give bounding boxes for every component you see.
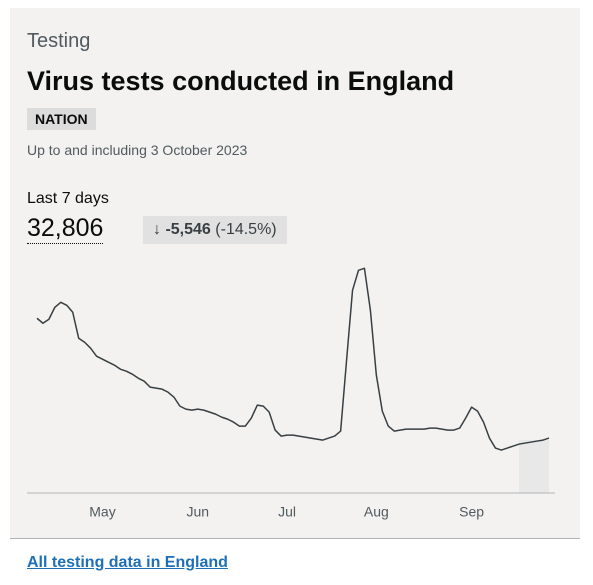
down-arrow: ↓ (153, 221, 161, 238)
area-tag: NATION (27, 108, 96, 130)
link[interactable]: All testing data in England (27, 554, 228, 571)
data-line (36, 267, 550, 451)
headline-value: 32,806 (27, 214, 104, 244)
x-tick-label: Jun (186, 504, 209, 520)
x-tick-label: Sep (459, 504, 484, 520)
x-tick-label: Aug (364, 504, 389, 520)
separator (10, 538, 580, 539)
card (10, 8, 580, 538)
incomplete-data-shade (519, 440, 549, 493)
card-title: Virus tests conducted in England (27, 66, 455, 96)
caption: Testing (27, 30, 91, 52)
subtitle: Up to and including 3 October 2023 (27, 142, 248, 158)
change-percent: (-14.5%) (215, 221, 277, 238)
headline-label: Last 7 days (27, 190, 109, 207)
x-tick-label: Jul (278, 504, 296, 520)
change-box: ↓ -5,546 (-14.5%) (143, 216, 287, 244)
change-value: -5,546 (165, 221, 211, 238)
x-tick-label: May (89, 504, 115, 520)
